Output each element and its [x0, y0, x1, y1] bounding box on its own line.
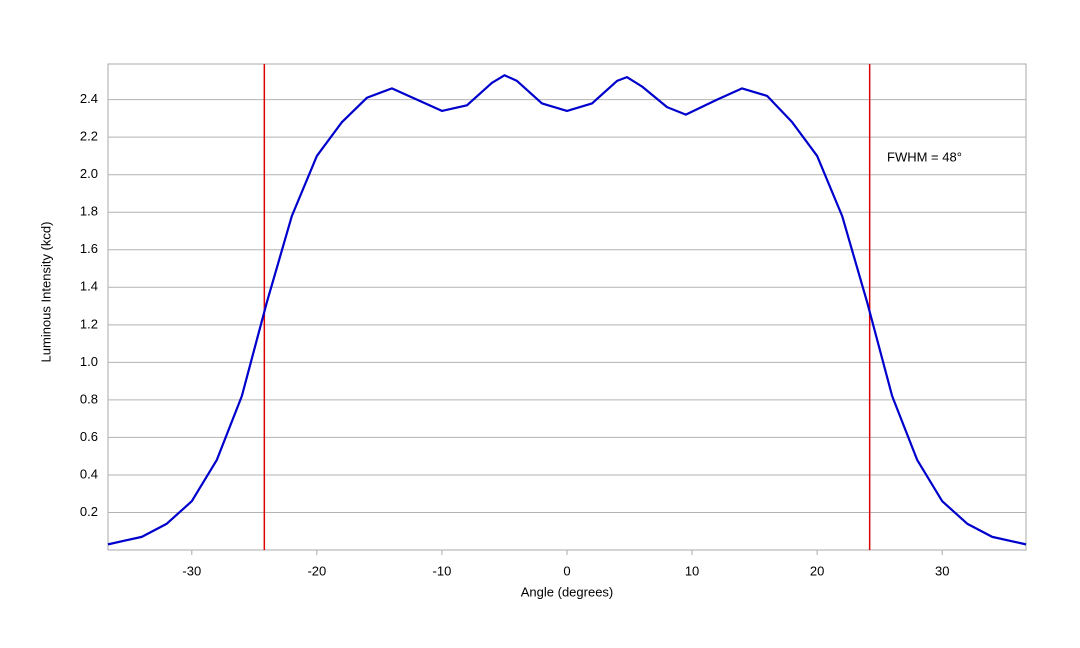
y-tick-label: 2.0	[80, 166, 98, 181]
y-tick-label: 1.2	[80, 316, 98, 331]
y-axis-label: Luminous Intensity (kcd)	[38, 222, 53, 363]
y-tick-label: 2.2	[80, 129, 98, 144]
y-tick-label: 1.6	[80, 241, 98, 256]
x-tick-label: 0	[563, 563, 570, 578]
y-tick-label: 0.8	[80, 391, 98, 406]
y-tick-label: 0.6	[80, 429, 98, 444]
x-tick-label: -20	[307, 563, 326, 578]
y-tick-label: 2.4	[80, 91, 98, 106]
y-tick-label: 1.0	[80, 354, 98, 369]
y-tick-label: 1.8	[80, 204, 98, 219]
x-axis-label: Angle (degrees)	[521, 584, 614, 599]
x-tick-label: -30	[182, 563, 201, 578]
y-tick-label: 1.4	[80, 279, 98, 294]
x-tick-label: -10	[433, 563, 452, 578]
x-tick-label: 20	[810, 563, 824, 578]
x-tick-label: 30	[935, 563, 949, 578]
x-tick-label: 10	[685, 563, 699, 578]
y-tick-label: 0.4	[80, 466, 98, 481]
y-tick-label: 0.2	[80, 504, 98, 519]
annotation: FWHM = 48°	[887, 149, 962, 164]
data-line	[107, 74, 1027, 546]
